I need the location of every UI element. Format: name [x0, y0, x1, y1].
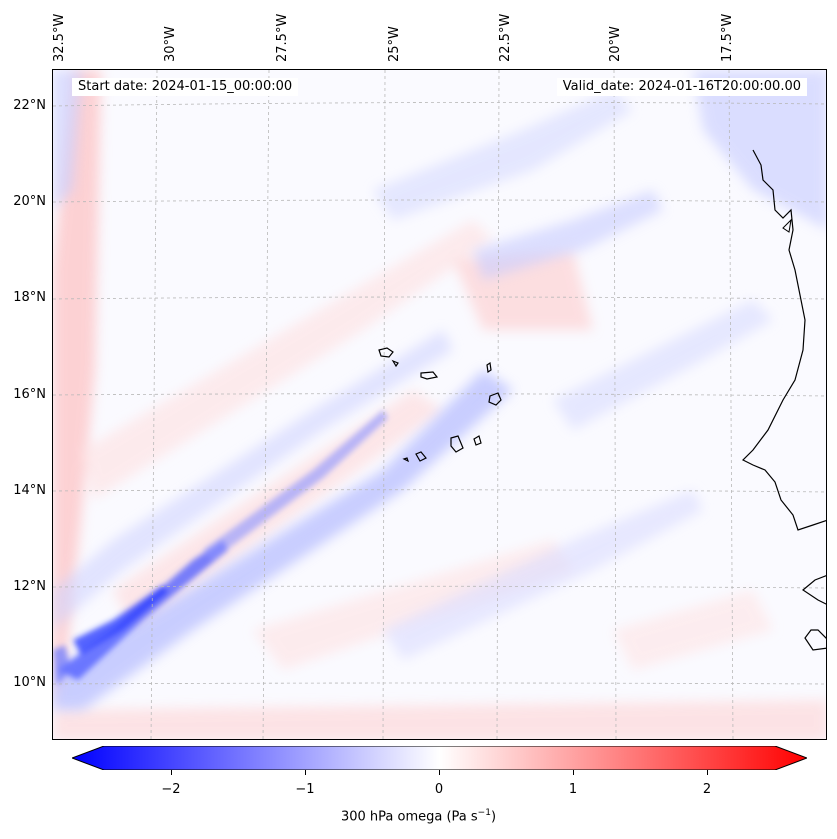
colorbar-tickmark	[305, 770, 306, 775]
lat-label-18n: 18°N	[13, 290, 46, 305]
map-panel[interactable]	[52, 69, 827, 740]
colorbar-tickmark	[439, 770, 440, 775]
positive-omega-regions	[53, 70, 826, 739]
colorbar-tick-label: 2	[702, 782, 712, 797]
colorbar	[72, 746, 807, 770]
lat-label-20n: 20°N	[13, 194, 46, 209]
negative-omega-regions	[53, 70, 826, 710]
colorbar-gradient	[72, 746, 807, 770]
colorbar-tickmark	[573, 770, 574, 775]
lon-label-25w: 25°W	[387, 26, 402, 62]
cape-verde-islands	[378, 347, 502, 463]
lat-label-12n: 12°N	[13, 579, 46, 594]
start-date-label: Start date: 2024-01-15_00:00:00	[72, 78, 299, 96]
strong-ascent-streaks	[53, 410, 388, 685]
lon-label-20w: 20°W	[608, 26, 623, 62]
african-coastline	[741, 149, 826, 651]
lon-label-17-5w: 17.5°W	[720, 13, 735, 62]
colorbar-tick-label: −1	[295, 782, 315, 797]
colorbar-tickmark	[171, 770, 172, 775]
colorbar-tick-label: 0	[434, 782, 444, 797]
lat-label-22n: 22°N	[13, 98, 46, 113]
lon-label-30w: 30°W	[163, 26, 178, 62]
colorbar-label: 300 hPa omega (Pa s−1)	[340, 808, 497, 825]
lat-label-16n: 16°N	[13, 387, 46, 402]
lon-label-32-5w: 32.5°W	[52, 13, 67, 62]
lon-label-22-5w: 22.5°W	[498, 13, 513, 62]
lat-label-14n: 14°N	[13, 483, 46, 498]
colorbar-tickmark	[707, 770, 708, 775]
lon-label-27-5w: 27.5°W	[275, 13, 290, 62]
graticule	[53, 70, 826, 739]
valid-date-label: Valid_date: 2024-01-16T20:00:00.00	[556, 78, 807, 96]
colorbar-tick-label: −2	[161, 782, 181, 797]
coast-inlet	[782, 218, 792, 233]
lat-label-10n: 10°N	[13, 675, 46, 690]
omega-field-map	[53, 70, 826, 739]
colorbar-tick-label: 1	[568, 782, 578, 797]
